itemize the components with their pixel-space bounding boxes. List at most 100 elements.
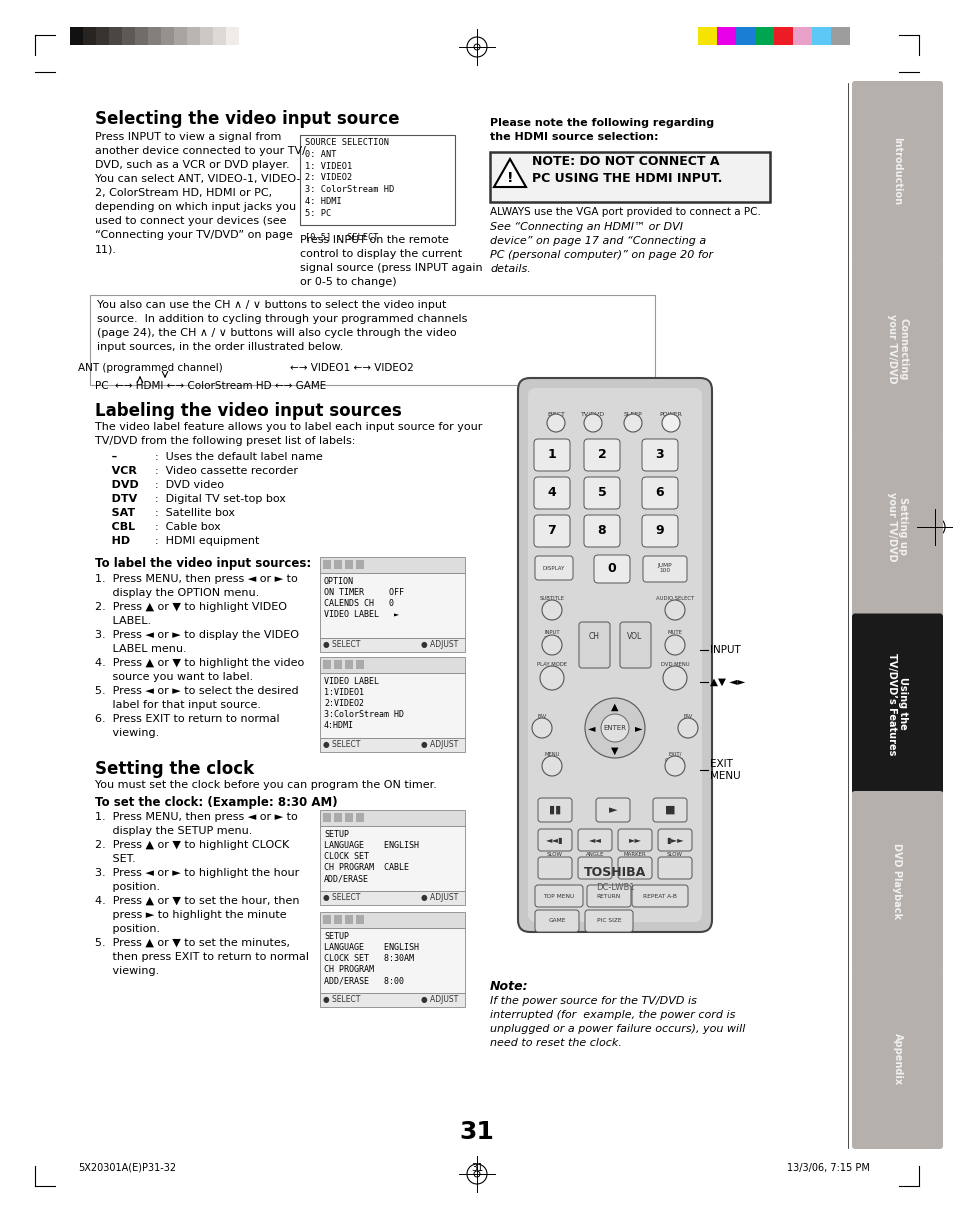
Bar [319,557,464,573]
FancyBboxPatch shape [641,477,678,509]
Circle shape [600,714,628,742]
Text: 7: 7 [547,525,556,537]
Bar [319,639,464,652]
Bar [319,912,464,928]
FancyBboxPatch shape [537,829,572,851]
Bar [319,825,464,891]
Circle shape [583,414,601,432]
FancyBboxPatch shape [586,885,630,907]
Text: SETUP: SETUP [324,932,349,941]
Text: SLOW: SLOW [546,852,562,857]
Text: Labeling the video input sources: Labeling the video input sources [95,402,401,420]
FancyBboxPatch shape [851,968,942,1149]
Bar [345,560,353,569]
Text: ● SELECT: ● SELECT [323,995,360,1004]
Bar [323,560,331,569]
FancyBboxPatch shape [641,515,678,547]
FancyBboxPatch shape [658,857,691,879]
FancyBboxPatch shape [535,910,578,932]
FancyBboxPatch shape [578,857,612,879]
Bar [239,27,252,45]
FancyBboxPatch shape [534,477,569,509]
Bar [299,136,455,225]
Text: ● ADJUST: ● ADJUST [420,640,457,650]
Text: RETURN: RETURN [597,894,620,899]
FancyBboxPatch shape [594,556,629,582]
Text: 1:VIDEO1: 1:VIDEO1 [324,687,364,697]
Bar [355,915,364,924]
Bar [173,27,187,45]
Text: CLOCK SET   8:30AM: CLOCK SET 8:30AM [324,954,414,963]
Bar [122,27,135,45]
Bar [135,27,148,45]
Text: To set the clock: (Example: 8:30 AM): To set the clock: (Example: 8:30 AM) [95,796,337,810]
Text: See “Connecting an HDMI™ or DVI
device” on page 17 and “Connecting a
PC (persona: See “Connecting an HDMI™ or DVI device” … [490,222,713,274]
FancyBboxPatch shape [583,440,619,471]
Text: 1.  Press MENU, then press ◄ or ► to
     display the OPTION menu.
2.  Press ▲ o: 1. Press MENU, then press ◄ or ► to disp… [95,574,304,737]
Text: 1: 1 [547,448,556,462]
Bar [334,915,341,924]
Bar [319,993,464,1007]
Circle shape [664,635,684,654]
Circle shape [532,718,552,737]
FancyBboxPatch shape [537,799,572,822]
FancyBboxPatch shape [537,857,572,879]
Text: POWER: POWER [659,411,681,418]
Text: OPTION: OPTION [324,578,354,586]
Text: ON TIMER     OFF: ON TIMER OFF [324,589,403,597]
Text: 8: 8 [598,525,606,537]
Bar [319,573,464,639]
Bar [90,295,655,385]
FancyBboxPatch shape [517,379,711,932]
Text: PIC SIZE: PIC SIZE [596,918,620,923]
Circle shape [664,756,684,777]
Text: :  Uses the default label name: : Uses the default label name [154,452,322,462]
Bar [735,27,754,45]
FancyBboxPatch shape [596,799,629,822]
Text: 2: 2 [597,448,606,462]
FancyBboxPatch shape [631,885,687,907]
Text: ►►: ►► [628,835,640,845]
Text: INPUT
ZOOM: INPUT ZOOM [543,630,559,641]
Text: Connecting
your TV/DVD: Connecting your TV/DVD [885,314,907,383]
FancyBboxPatch shape [583,515,619,547]
Bar [319,891,464,905]
Bar [109,27,122,45]
Circle shape [678,718,698,737]
FancyBboxPatch shape [527,388,701,922]
Text: ►: ► [634,723,641,733]
FancyBboxPatch shape [851,791,942,972]
Text: ▲▼ ◄►: ▲▼ ◄► [709,676,744,687]
Text: 31: 31 [471,1162,482,1173]
Bar [345,661,353,669]
Text: TOSHIBA: TOSHIBA [583,866,645,878]
Text: To label the video input sources:: To label the video input sources: [95,557,311,570]
FancyBboxPatch shape [642,556,686,582]
FancyBboxPatch shape [583,477,619,509]
Bar [187,27,200,45]
Bar [355,813,364,822]
Text: !: ! [506,171,513,186]
Text: ▮►►: ▮►► [665,835,683,845]
Bar [323,813,331,822]
Text: SLEEP: SLEEP [623,411,641,418]
Text: Using the
TV/DVD’s Features: Using the TV/DVD’s Features [885,652,907,755]
Text: ALWAYS use the VGA port provided to connect a PC.: ALWAYS use the VGA port provided to conn… [490,208,760,217]
FancyBboxPatch shape [851,613,942,794]
Text: DC-LWB1: DC-LWB1 [595,883,634,891]
Text: ◄◄▮: ◄◄▮ [546,835,563,845]
Text: DISPLAY: DISPLAY [542,565,564,570]
Text: CH: CH [588,632,598,641]
Text: DVD: DVD [100,480,138,490]
Text: ● SELECT: ● SELECT [323,640,360,650]
Bar [792,27,811,45]
Text: ←→ HDMI ←→ ColorStream HD ←→ GAME: ←→ HDMI ←→ ColorStream HD ←→ GAME [115,381,326,391]
FancyBboxPatch shape [619,621,650,668]
Text: ▲: ▲ [611,702,618,712]
Text: 5X20301A(E)P31-32: 5X20301A(E)P31-32 [78,1162,176,1173]
Bar [323,661,331,669]
Text: ENTER: ENTER [603,725,626,731]
Text: FAV
A: FAV A [682,714,692,725]
Text: You also can use the CH ∧ / ∨ buttons to select the video input
source.  In addi: You also can use the CH ∧ / ∨ buttons to… [97,300,467,352]
Text: You must set the clock before you can program the ON timer.: You must set the clock before you can pr… [95,780,436,790]
